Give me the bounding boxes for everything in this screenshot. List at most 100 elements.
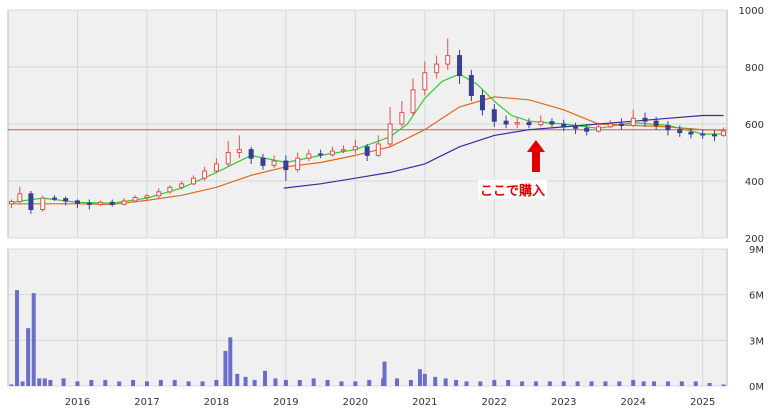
candle-body: [329, 150, 335, 156]
volume-bar: [26, 328, 31, 386]
candle-body: [607, 123, 613, 128]
candle-body: [97, 201, 103, 205]
volume-bar: [603, 381, 608, 386]
candle-body: [434, 63, 440, 74]
volume-bar: [75, 381, 80, 386]
candle-body: [700, 133, 706, 136]
candle-body: [28, 193, 34, 210]
volume-bar: [506, 379, 511, 386]
candle-body: [573, 126, 579, 129]
volume-bar: [31, 293, 36, 386]
candle-body: [190, 177, 196, 185]
volume-bar: [131, 379, 136, 386]
x-tick-label: 2020: [343, 397, 368, 408]
volume-bar: [325, 379, 330, 386]
volume-bar: [693, 381, 698, 386]
candle-body: [132, 197, 138, 202]
volume-bar: [433, 376, 438, 386]
series-line-ma_long: [283, 114, 724, 189]
volume-bar: [382, 361, 387, 386]
candle-body: [213, 163, 219, 172]
x-axis: 2016 2017 2018 2019 2020 2021 2022 2023 2024 2025: [65, 397, 716, 408]
volume-bar: [235, 373, 240, 386]
volume-bar: [547, 381, 552, 386]
volume-bar: [228, 337, 233, 386]
candle-body: [457, 55, 463, 77]
candle-body: [721, 130, 727, 136]
series-line-ma_short: [11, 73, 724, 204]
volume-panel-bg: [7, 248, 728, 387]
candle-body: [63, 198, 69, 202]
candle-body: [642, 117, 648, 122]
candle-body: [410, 89, 416, 114]
volume-bar: [408, 379, 413, 386]
x-tick-label: 2024: [620, 397, 645, 408]
volume-bar: [42, 378, 47, 386]
x-tick-label: 2017: [134, 397, 159, 408]
volume-bar: [617, 381, 622, 386]
volume-bar: [665, 381, 670, 386]
volume-bar: [721, 384, 726, 386]
candle-body: [618, 123, 624, 126]
volume-bar: [158, 379, 163, 386]
volume-bar: [631, 379, 636, 386]
candle-body: [260, 157, 266, 166]
volume-bar: [214, 379, 219, 386]
candle-body: [74, 200, 80, 204]
x-tick-label: 2023: [551, 397, 576, 408]
volume-bar: [464, 381, 469, 386]
candle-body: [584, 127, 590, 132]
x-tick-label: 2022: [482, 397, 507, 408]
candle-body: [375, 143, 381, 156]
volume-bar: [561, 381, 566, 386]
volume-bar: [454, 379, 459, 386]
x-tick-label: 2016: [65, 397, 90, 408]
candle-body: [422, 72, 428, 91]
volume-bar: [707, 382, 712, 386]
volume-bar: [9, 384, 14, 386]
candle-body: [514, 122, 520, 125]
y-tick-label: 9M: [749, 245, 764, 256]
volume-bar: [311, 378, 316, 386]
volume-bar: [283, 379, 288, 386]
candle-body: [364, 146, 370, 156]
purchase-annotation: ここで購入: [478, 180, 548, 199]
volume-bar: [353, 381, 358, 386]
candle-body: [595, 126, 601, 132]
volume-bar: [144, 381, 149, 386]
y-tick-label: 6M: [749, 291, 764, 302]
candle-body: [561, 123, 567, 128]
candle-body: [503, 120, 509, 125]
candle-body: [109, 201, 115, 205]
price-panel: 200 400 600 800 1000: [7, 6, 764, 245]
volume-bar: [223, 350, 228, 386]
y-tick-label: 3M: [749, 336, 764, 347]
candle-body: [677, 129, 683, 134]
candle-body: [491, 109, 497, 122]
volume-bar: [172, 379, 177, 386]
volume-bar: [417, 369, 422, 386]
volume-bar: [48, 379, 53, 386]
candle-body: [86, 202, 92, 205]
candle-body: [144, 195, 150, 199]
volume-bar: [186, 381, 191, 386]
volume-bar: [273, 378, 278, 386]
volume-bar: [679, 381, 684, 386]
volume-bar: [117, 381, 122, 386]
y-tick-label: 800: [745, 63, 764, 74]
candle-body: [538, 121, 544, 126]
candle-body: [526, 122, 532, 126]
volume-bar: [520, 381, 525, 386]
x-tick-label: 2019: [273, 397, 298, 408]
x-tick-label: 2021: [412, 397, 437, 408]
candle-body: [352, 146, 358, 151]
candle-body: [318, 153, 324, 156]
candle-body: [688, 132, 694, 135]
up-arrow-shape: [526, 140, 545, 172]
volume-bar: [339, 381, 344, 386]
candle-body: [202, 170, 208, 179]
candle-body: [399, 112, 405, 125]
candle-body: [283, 160, 289, 171]
candle-body: [711, 134, 717, 137]
candle-body: [630, 117, 636, 126]
